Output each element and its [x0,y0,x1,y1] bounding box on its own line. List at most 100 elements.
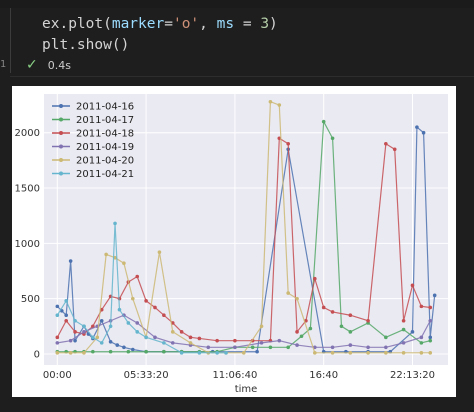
data-point [428,338,433,343]
legend-label: 2011-04-20 [76,156,134,167]
data-point [135,321,140,325]
data-point [130,347,135,352]
data-point [419,341,424,345]
data-point [108,349,113,354]
data-point [144,349,148,354]
data-point [384,335,388,340]
data-point [55,313,60,318]
data-point [286,345,290,350]
data-point [99,318,104,323]
execution-status: ✓ 0.4s [26,57,71,73]
data-point [384,351,388,355]
series-2011-04-17 [55,119,433,354]
data-point [421,130,426,135]
data-point [126,321,131,325]
data-point [197,351,202,355]
data-point [295,296,299,301]
data-point [295,343,299,347]
code-editor[interactable]: ex.plot(marker='o', ms = 3) plt.show() [42,14,278,56]
data-point [153,335,157,340]
data-point [55,351,60,355]
data-point [330,345,335,350]
data-point [64,313,68,318]
y-tick-label: 2000 [15,128,40,139]
data-point [401,318,406,323]
execution-time: 0.4s [47,58,71,72]
data-point [419,304,424,309]
data-point [179,330,184,334]
data-point [419,351,424,355]
code-token-string: 'o' [172,16,200,32]
data-point [366,345,370,350]
legend-label: 2011-04-17 [76,115,134,126]
data-point [277,136,282,141]
y-tick-label: 500 [21,294,40,305]
cell-left-border [10,8,11,73]
data-point [197,336,202,341]
code-token-param: marker [111,16,165,32]
legend-marker [59,144,63,149]
data-point [330,351,335,355]
legend-label: 2011-04-18 [76,129,134,140]
bottom-strip [0,400,474,412]
legend-marker [59,158,63,162]
code-line-2: plt.show() [42,37,130,53]
data-point [428,351,433,355]
data-point [255,349,259,354]
legend-label: 2011-04-19 [76,142,134,153]
data-point [55,341,60,345]
data-point [113,221,117,226]
data-point [215,338,219,343]
legend-marker [59,131,63,135]
data-point [277,103,282,107]
legend-label: 2011-04-16 [76,102,134,113]
data-point [428,335,433,340]
legend-marker [59,104,63,108]
scatter-chart: 0 500 1000 1500 2000 00:00 05:33:20 11:06:40 16:… [15,94,448,395]
data-point [135,274,140,279]
data-point [348,351,353,355]
data-point [321,305,326,310]
data-point [115,343,120,347]
data-point [401,341,406,345]
data-point [170,341,175,345]
data-point [330,136,335,141]
data-point [366,318,370,323]
data-point [64,318,68,323]
data-point [95,335,100,340]
data-point [401,327,406,332]
data-point [428,305,433,310]
data-point [82,351,86,355]
code-token-number: 3 [260,16,270,32]
data-point [144,335,148,340]
data-point [259,341,264,345]
data-point [348,313,353,318]
data-point [313,276,317,281]
x-tick-label: 16:40 [309,370,338,381]
data-point [144,299,148,303]
legend-marker [59,171,63,176]
data-point [99,341,104,345]
data-point [268,99,273,104]
y-tick-label: 1500 [15,184,40,195]
data-point [108,324,113,329]
data-point [91,335,95,340]
data-point [122,345,126,350]
data-point [104,252,108,257]
data-point [162,313,166,318]
data-point [162,341,166,345]
data-point [206,345,211,350]
series-line [56,137,431,342]
data-point [348,330,353,334]
data-point [392,147,397,152]
data-point [410,283,415,288]
data-point [415,125,419,129]
y-tick-label: 1000 [15,239,40,250]
data-point [55,304,60,309]
data-point [188,341,193,345]
x-tick-label: 05:33:20 [124,370,169,381]
code-token-eq: = [164,16,173,32]
x-tick-label: 22:13:20 [390,370,435,381]
data-point [384,345,388,350]
code-token-comma: , [199,16,217,32]
